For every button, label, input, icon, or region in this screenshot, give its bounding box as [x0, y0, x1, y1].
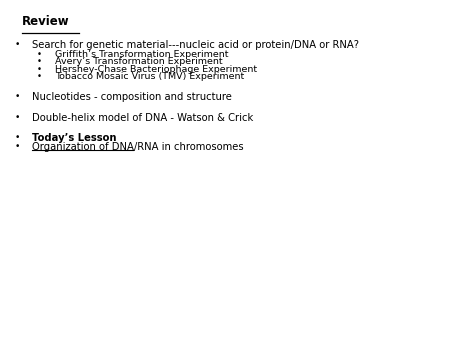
Text: Tobacco Mosaic Virus (TMV) Experiment: Tobacco Mosaic Virus (TMV) Experiment — [55, 72, 244, 81]
Text: Hershey-Chase Bacteriophage Experiment: Hershey-Chase Bacteriophage Experiment — [55, 65, 257, 74]
Text: •: • — [14, 133, 20, 142]
Text: •: • — [37, 72, 42, 81]
Text: Nucleotides - composition and structure: Nucleotides - composition and structure — [32, 92, 232, 102]
Text: Double-helix model of DNA - Watson & Crick: Double-helix model of DNA - Watson & Cri… — [32, 113, 254, 123]
Text: Griffith’s Transformation Experiment: Griffith’s Transformation Experiment — [55, 50, 229, 59]
Text: Search for genetic material---nucleic acid or protein/DNA or RNA?: Search for genetic material---nucleic ac… — [32, 40, 360, 50]
Text: •: • — [37, 50, 42, 59]
Text: •: • — [14, 142, 20, 151]
Text: •: • — [14, 92, 20, 101]
Text: •: • — [14, 113, 20, 122]
Text: •: • — [14, 40, 20, 49]
Text: Organization of DNA/RNA in chromosomes: Organization of DNA/RNA in chromosomes — [32, 142, 244, 152]
Text: •: • — [37, 65, 42, 74]
Text: Avery’s Transformation Experiment: Avery’s Transformation Experiment — [55, 57, 222, 66]
Text: Today’s Lesson: Today’s Lesson — [32, 133, 117, 143]
Text: Review: Review — [22, 15, 69, 28]
Text: •: • — [37, 57, 42, 66]
